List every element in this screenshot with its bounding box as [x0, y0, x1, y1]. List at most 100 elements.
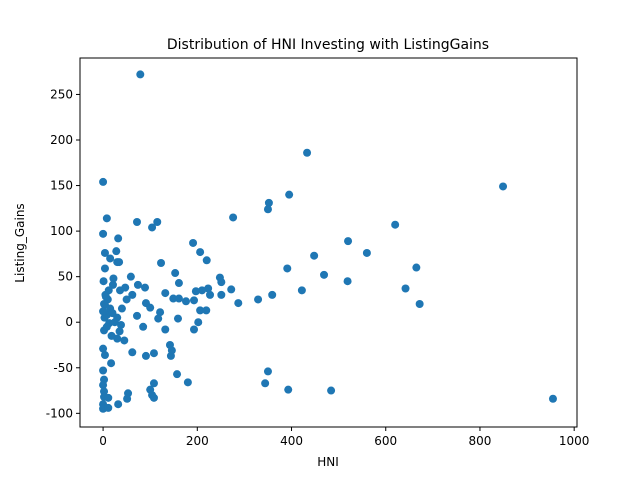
point: [104, 403, 113, 412]
point: [99, 229, 108, 238]
point: [99, 277, 108, 286]
point: [148, 223, 157, 232]
y-tick-label: 250: [50, 87, 73, 101]
point: [128, 348, 137, 357]
point: [113, 313, 122, 322]
point: [154, 314, 163, 323]
point: [327, 386, 336, 395]
point: [174, 294, 183, 303]
x-tick-label: 600: [374, 434, 397, 448]
point: [133, 311, 142, 320]
point: [115, 327, 124, 336]
y-tick-label: -50: [53, 361, 73, 375]
point: [116, 320, 125, 329]
point: [117, 304, 126, 313]
point: [139, 322, 148, 331]
point: [171, 269, 180, 278]
point: [297, 286, 306, 295]
point: [120, 336, 129, 345]
point: [122, 295, 131, 304]
point: [391, 220, 400, 229]
point: [149, 393, 158, 402]
point: [263, 205, 272, 214]
point: [161, 289, 170, 298]
x-axis-label: HNI: [317, 455, 339, 469]
y-tick-label: 150: [50, 179, 73, 193]
point: [99, 344, 108, 353]
point: [234, 299, 243, 308]
point: [217, 290, 226, 299]
point: [499, 182, 508, 191]
point: [99, 177, 108, 186]
y-tick-label: -100: [46, 406, 73, 420]
point: [227, 285, 236, 294]
y-axis-label: Listing_Gains: [13, 203, 27, 282]
point: [100, 313, 109, 322]
point: [149, 349, 158, 358]
point: [106, 254, 115, 263]
point: [196, 248, 205, 257]
point: [268, 290, 277, 299]
point: [114, 234, 123, 243]
point: [109, 274, 118, 283]
point: [194, 318, 203, 327]
x-tick-label: 1000: [559, 434, 590, 448]
y-tick-label: 100: [50, 224, 73, 238]
y-tick-label: 200: [50, 133, 73, 147]
point: [283, 264, 292, 273]
point: [99, 366, 108, 375]
point: [198, 286, 207, 295]
point: [191, 287, 200, 296]
x-tick-label: 0: [99, 434, 107, 448]
x-tick-label: 200: [186, 434, 209, 448]
point: [102, 322, 111, 331]
point: [401, 284, 410, 293]
point: [412, 263, 421, 272]
y-tick-label: 0: [65, 315, 73, 329]
point: [284, 385, 293, 394]
point: [310, 251, 319, 260]
point: [285, 190, 294, 199]
point: [126, 272, 135, 281]
point: [173, 370, 182, 379]
point: [146, 303, 155, 312]
point: [141, 351, 150, 360]
point: [204, 284, 213, 293]
point: [167, 346, 176, 355]
point: [128, 290, 137, 299]
point: [141, 283, 150, 292]
point: [100, 300, 109, 308]
point: [196, 306, 205, 315]
point: [108, 280, 117, 289]
point: [344, 237, 353, 246]
point: [202, 256, 211, 265]
x-tick-label: 800: [469, 434, 492, 448]
x-tick-label: 400: [280, 434, 303, 448]
point: [202, 306, 211, 315]
point: [169, 294, 178, 303]
point: [99, 307, 108, 316]
point: [254, 295, 263, 304]
point: [114, 400, 123, 409]
point: [206, 290, 215, 299]
plot-frame: [79, 57, 578, 428]
point: [303, 148, 312, 157]
point: [189, 238, 198, 247]
point: [123, 394, 132, 403]
point: [115, 258, 124, 267]
point: [99, 381, 108, 390]
point: [548, 394, 557, 403]
point: [156, 308, 165, 317]
point: [153, 218, 162, 226]
point: [149, 379, 158, 388]
y-tick-label: 50: [58, 270, 73, 284]
point: [100, 264, 109, 273]
point: [133, 218, 142, 226]
point: [264, 198, 273, 207]
point: [181, 297, 190, 306]
point: [101, 292, 110, 301]
point: [161, 325, 170, 334]
chart-title: Distribution of HNI Investing with Listi…: [167, 37, 489, 53]
point: [104, 393, 113, 402]
point: [173, 314, 182, 323]
